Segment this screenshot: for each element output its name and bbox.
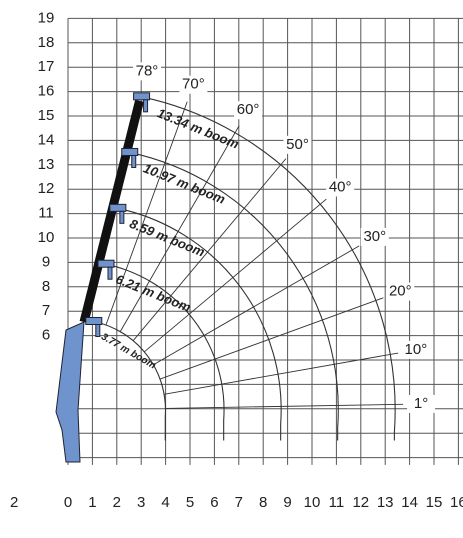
angle-label: 60° [237, 101, 260, 118]
hook [131, 154, 137, 168]
label-bg [234, 101, 263, 120]
label-bg [283, 135, 312, 154]
range-arc [117, 207, 282, 441]
boom-label: 6.21 m boom [114, 271, 194, 315]
y-tick-label: 14 [38, 131, 55, 148]
y-tick-label: 8 [42, 278, 50, 295]
angle-label: 70° [182, 76, 205, 93]
x-tick-label: 1 [88, 494, 96, 511]
y-tick-label: 19 [38, 9, 55, 26]
y-tick-label: 12 [38, 180, 55, 197]
boom-label: 3.77 m boom [99, 331, 158, 371]
x-tick-label: 6 [210, 494, 218, 511]
range-arc [105, 263, 225, 441]
angle-ray [153, 245, 360, 366]
boom-head [121, 147, 139, 156]
y-tick-label: 10 [38, 229, 55, 246]
label-bg [360, 227, 389, 246]
angle-ray [165, 403, 404, 409]
hook [95, 323, 101, 337]
stray-label: 2 [10, 494, 18, 511]
angle-label: 78° [136, 62, 159, 79]
x-tick-label: 3 [137, 494, 145, 511]
angle-ray [119, 125, 240, 332]
y-tick-label: 16 [38, 83, 55, 100]
angle-label: 30° [363, 228, 386, 245]
angle-ray [132, 158, 287, 341]
label-bg [326, 178, 355, 197]
angle-ray [105, 101, 188, 326]
hook [143, 99, 149, 113]
range-arc [129, 151, 339, 441]
label-bg [401, 340, 430, 359]
angle-label: 50° [286, 136, 309, 153]
angle-label: 1° [414, 395, 428, 412]
label-bg [407, 394, 436, 413]
range-arc [141, 96, 396, 441]
label-bg [132, 62, 161, 81]
hook [107, 266, 113, 280]
label-bg [179, 75, 208, 94]
x-tick-label: 16 [450, 494, 463, 511]
label-bg [386, 282, 415, 301]
boom-head [133, 92, 151, 101]
x-tick-label: 8 [259, 494, 267, 511]
angle-label: 20° [389, 283, 412, 300]
y-tick-label: 13 [38, 156, 55, 173]
boom-head [109, 203, 127, 212]
x-tick-label: 2 [113, 494, 121, 511]
x-tick-label: 0 [64, 494, 72, 511]
y-tick-label: 6 [42, 327, 50, 344]
boom-head [97, 259, 115, 268]
x-tick-label: 11 [329, 494, 345, 511]
boom-head [85, 316, 103, 325]
x-tick-label: 12 [352, 494, 369, 511]
angle-label: 10° [405, 341, 428, 358]
hook [119, 210, 125, 224]
x-tick-label: 9 [283, 494, 291, 511]
x-tick-label: 4 [161, 494, 169, 511]
y-tick-label: 15 [38, 107, 55, 124]
x-tick-label: 10 [304, 494, 321, 511]
angle-ray [159, 297, 384, 380]
x-tick-label: 7 [235, 494, 243, 511]
x-tick-label: 5 [186, 494, 194, 511]
x-tick-label: 14 [401, 494, 418, 511]
angle-ray [164, 352, 399, 395]
x-tick-label: 15 [426, 494, 443, 511]
crane-base [55, 321, 85, 463]
y-tick-label: 18 [38, 34, 55, 51]
y-tick-label: 7 [42, 302, 50, 319]
y-tick-label: 17 [38, 58, 55, 75]
angle-label: 40° [329, 178, 352, 195]
x-tick-label: 13 [377, 494, 394, 511]
angle-ray [144, 198, 327, 353]
y-tick-label: 9 [42, 253, 50, 270]
y-tick-label: 11 [38, 205, 54, 222]
range-arc [93, 320, 167, 441]
